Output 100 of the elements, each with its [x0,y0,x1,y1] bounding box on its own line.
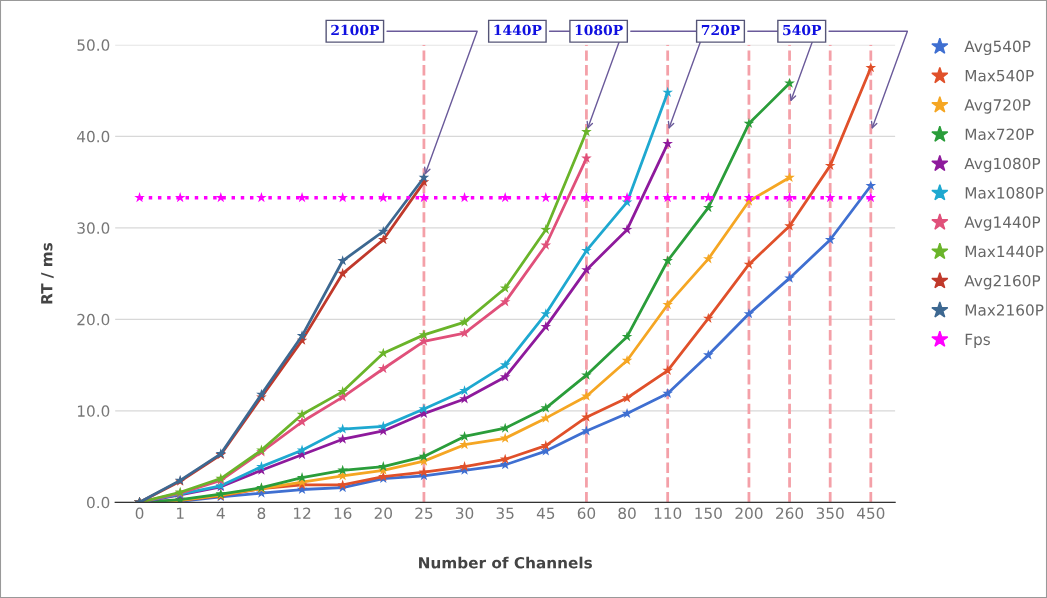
y-tick-label: 40.0 [77,130,110,143]
x-tick-label: 16 [334,507,352,520]
point [337,192,348,203]
point [540,402,552,413]
legend-label: Max720P [965,128,1034,141]
point [378,347,389,358]
x-tick-label: 20 [374,507,393,520]
point [581,192,592,203]
point [824,192,836,203]
point [459,316,470,327]
point [865,180,877,191]
x-tick-label: 30 [456,507,474,520]
point [540,308,552,319]
x-tick-label: 110 [654,507,682,520]
x-tick-label: 8 [257,507,266,520]
x-tick-label: 35 [496,507,514,520]
legend-label: Max1440P [965,245,1044,258]
point [703,192,714,203]
x-tick-label: 45 [536,507,555,520]
x-tick-label: 12 [294,507,311,519]
legend-label: Max540P [965,69,1034,82]
point [581,369,592,380]
point [459,385,470,396]
point [824,234,836,245]
point [174,192,186,203]
y-tick-label: 50.0 [77,39,110,51]
point [378,234,389,245]
x-axis-title: Number of Channels [419,556,592,569]
point [662,387,673,398]
annotation: 720P [701,24,740,36]
point [703,202,714,213]
legend-label: Avg720P [964,99,1031,114]
legend-label: Avg1440P [964,216,1041,231]
point [662,138,673,149]
point [621,192,633,203]
x-tick-label: 350 [816,507,844,520]
y-tick-label: 30.0 [77,222,110,234]
annotation: 540P [783,24,822,36]
x-tick-label: 25 [415,507,433,520]
point [621,392,633,403]
x-tick-label: 200 [735,507,763,520]
point [296,330,308,341]
point [703,349,714,360]
point [540,440,552,451]
legend-label: Fps [965,333,990,349]
legend-label: Avg2160P [964,274,1041,290]
point [662,365,673,376]
point [581,390,592,401]
point [621,408,633,419]
x-tick-label: 60 [577,507,596,520]
annotation: 2100P [331,24,380,36]
x-tick-label: 260 [776,507,804,520]
point [824,160,836,171]
point [215,192,227,203]
point [865,192,877,203]
point [337,268,348,279]
point [378,225,389,236]
point [743,308,755,319]
point [703,253,714,264]
legend-label: Max1080P [965,187,1044,199]
annotation: 1440P [494,24,542,36]
point [499,371,511,382]
point [703,312,714,323]
x-tick-label: 80 [618,507,636,520]
point [459,327,470,338]
point [581,152,592,163]
point [499,422,511,433]
point [418,451,430,462]
point [296,416,308,427]
point [459,192,470,203]
point [418,171,430,183]
point [662,299,673,310]
x-tick-label: 150 [695,507,722,520]
point [540,321,552,332]
point [540,224,552,235]
point [337,464,348,475]
point [499,296,511,307]
point [540,192,552,203]
y-tick-label: 10.0 [77,405,110,417]
point [662,192,673,203]
x-tick-label: 0 [135,507,144,520]
x-tick-label: 450 [856,507,885,520]
x-tick-label: 1 [176,507,184,519]
point [337,255,348,266]
point [865,62,877,73]
point [581,245,592,256]
legend-label: Avg540P [964,40,1031,56]
point [662,255,673,266]
point [337,423,348,434]
point [784,171,795,183]
point [134,192,145,203]
annotation: 1080P [575,24,623,36]
y-tick-label: 20.0 [77,313,110,326]
point [581,126,592,137]
y-axis-title: RT / ms [41,242,54,304]
point [459,430,470,441]
point [581,264,592,275]
y-tick-label: 0.0 [87,496,110,509]
legend-label: Max2160P [965,304,1044,316]
point [418,192,430,203]
